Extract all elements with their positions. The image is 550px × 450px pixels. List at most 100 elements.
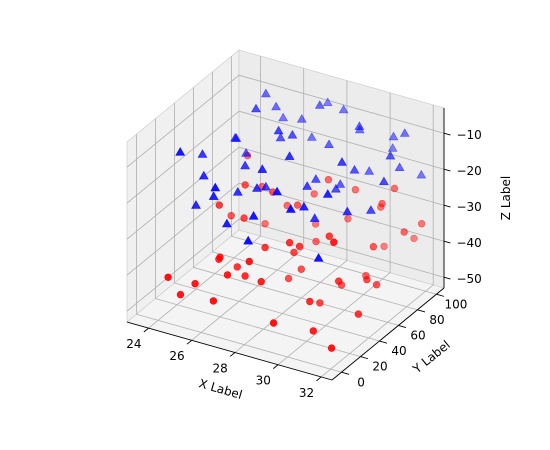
axis-panes: [126, 49, 445, 381]
y-tick: [436, 293, 445, 297]
data-point-triangle: [243, 235, 254, 245]
data-point-circle: [400, 228, 408, 236]
data-point-triangle: [296, 113, 307, 123]
z-tick: [443, 132, 451, 136]
data-point-triangle: [221, 218, 232, 228]
z-tick: [443, 240, 451, 244]
data-point-triangle: [284, 151, 295, 160]
data-point-triangle: [310, 174, 321, 183]
data-point-circle: [215, 201, 224, 209]
data-point-triangle: [208, 191, 219, 200]
data-point-triangle: [338, 104, 349, 114]
data-point-triangle: [394, 162, 405, 171]
grid-line-x: [148, 56, 262, 329]
grid-line-y: [174, 103, 380, 342]
grid-line-y: [136, 134, 342, 373]
data-point-triangle: [271, 101, 282, 111]
y-tick-label: 80: [429, 313, 444, 327]
data-point-circle: [335, 277, 343, 285]
z-tick-label: −10: [456, 128, 481, 142]
data-point-circle: [410, 234, 418, 243]
y-tick: [417, 309, 426, 313]
data-point-triangle: [298, 201, 309, 211]
grid-line-z: [126, 218, 445, 312]
data-point-circle: [344, 215, 352, 223]
z-tick-label: −30: [456, 200, 481, 214]
data-point-triangle: [302, 181, 313, 190]
grid-line-z: [126, 110, 445, 204]
grid-line-y: [155, 118, 361, 357]
data-point-circle: [284, 274, 293, 283]
grid-line-x: [191, 68, 305, 341]
data-point-triangle: [273, 125, 284, 135]
data-point-triangle: [378, 176, 389, 186]
y-tick: [379, 340, 388, 344]
data-point-circle: [354, 310, 363, 318]
x-tick: [316, 376, 322, 382]
data-point-circle: [369, 243, 378, 251]
data-point-circle: [324, 176, 333, 184]
data-point-circle: [325, 232, 333, 240]
x-tick: [143, 327, 149, 333]
y-tick-label: 20: [372, 360, 387, 374]
z-tick: [443, 204, 451, 208]
x-tick-label: 28: [213, 361, 228, 375]
x-tick: [186, 339, 193, 345]
data-point-triangle: [248, 210, 259, 220]
data-point-circle: [269, 319, 278, 327]
grid-line-x: [320, 104, 434, 378]
data-point-triangle: [260, 181, 271, 191]
data-point-circle: [306, 297, 314, 306]
data-point-circle: [240, 214, 248, 222]
data-point-circle: [351, 186, 360, 194]
data-point-triangle: [399, 128, 410, 137]
data-point-triangle: [335, 179, 346, 188]
data-point-triangle: [416, 169, 427, 179]
data-point-triangle: [388, 131, 399, 141]
y-tick: [341, 371, 350, 375]
data-point-triangle: [260, 88, 271, 98]
grid-line-z: [126, 182, 445, 276]
data-point-triangle: [364, 166, 375, 175]
x-axis-label: X Label: [197, 376, 244, 402]
data-point-circle: [164, 273, 172, 281]
data-point-triangle: [210, 182, 221, 192]
data-point-circle: [295, 242, 304, 251]
y-tick-label: 100: [445, 297, 468, 311]
data-point-triangle: [257, 164, 268, 173]
data-point-circle: [216, 253, 224, 261]
x-axis-line: [126, 321, 333, 381]
axis-lines: [126, 108, 445, 381]
data-point-triangle: [278, 112, 289, 122]
data-point-triangle: [175, 146, 186, 156]
data-point-triangle: [324, 139, 334, 148]
data-point-triangle: [337, 157, 347, 166]
data-point-triangle: [342, 206, 353, 216]
z-tick: [443, 276, 451, 280]
data-point-circle: [417, 220, 426, 228]
y-tick: [398, 324, 407, 328]
data-point-triangle: [275, 132, 286, 142]
data-point-circle: [390, 184, 399, 193]
data-point-circle: [293, 201, 302, 209]
data-point-circle: [223, 271, 232, 279]
data-point-circle: [233, 263, 242, 271]
data-point-circle: [316, 299, 324, 307]
z-tick-label: −40: [456, 236, 481, 250]
data-point-circle: [261, 220, 269, 228]
y-axis-label: Y Label: [409, 338, 452, 377]
data-point-circle: [241, 181, 249, 189]
data-point-triangle: [240, 160, 251, 170]
z-axis-label: Z Label: [499, 176, 513, 220]
data-point-triangle: [287, 129, 298, 139]
x-tick-label: 26: [169, 349, 184, 363]
grid-line-y: [192, 87, 399, 326]
data-point-triangle: [322, 189, 333, 198]
data-point-circle: [209, 297, 218, 305]
data-point-circle: [285, 239, 294, 247]
y-tick: [360, 356, 369, 360]
x-tick: [229, 352, 236, 357]
data-point-triangle: [322, 97, 333, 106]
